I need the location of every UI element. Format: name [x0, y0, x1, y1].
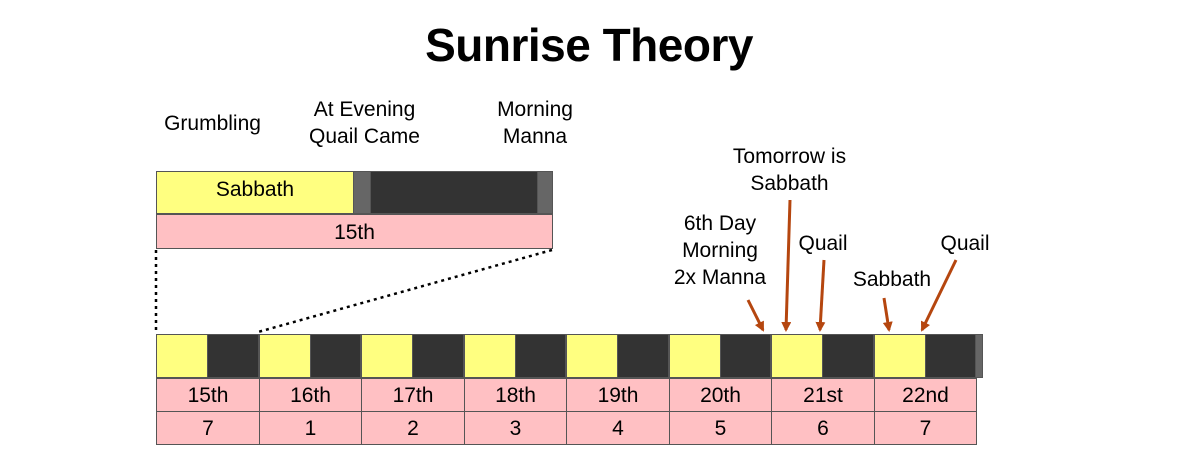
- day-block: [259, 334, 311, 378]
- day-number-cell: 7: [874, 411, 977, 445]
- zoom-day-block: [156, 171, 354, 214]
- day-block: [156, 334, 208, 378]
- night-block: [310, 334, 361, 378]
- zoom-sabbath-label: Sabbath: [215, 178, 295, 201]
- quail-label-1: Quail: [798, 232, 848, 255]
- day-block: [874, 334, 926, 378]
- night-block: [515, 334, 566, 378]
- sixth-day-label: 6th Day Morning 2x Manna: [673, 212, 767, 289]
- date-cell: 15th: [156, 378, 260, 412]
- tomorrow-sabbath-label: Tomorrow is Sabbath: [732, 145, 847, 195]
- night-block: [822, 334, 874, 378]
- date-cell: 16th: [259, 378, 362, 412]
- night-block: [617, 334, 669, 378]
- night-block: [412, 334, 464, 378]
- arrow-quail-1: [815, 259, 826, 332]
- arrow-quail-2: [920, 259, 958, 332]
- day-block: [464, 334, 516, 378]
- arrow-tomorrow-sabbath: [781, 199, 792, 332]
- grumbling-label: Grumbling: [164, 112, 261, 135]
- day-number-cell: 2: [361, 411, 465, 445]
- dawn-edge-block: [975, 334, 983, 378]
- zoom-dawn-block: [537, 171, 553, 214]
- day-block: [669, 334, 721, 378]
- arrow-group: [746, 199, 958, 332]
- night-block: [720, 334, 771, 378]
- night-block: [207, 334, 259, 378]
- zoom-night-block: [370, 171, 538, 214]
- day-number-cell: 1: [259, 411, 362, 445]
- date-cell: 19th: [566, 378, 670, 412]
- dotted-connector-right: [257, 248, 553, 334]
- at-evening-label: At Evening Quail Came: [309, 98, 420, 148]
- day-number-cell: 7: [156, 411, 260, 445]
- arrow-sixth-day: [746, 299, 765, 332]
- date-cell: 21st: [771, 378, 875, 412]
- day-number-cell: 4: [566, 411, 670, 445]
- arrow-sabbath: [882, 297, 893, 332]
- night-block: [925, 334, 976, 378]
- day-block: [771, 334, 823, 378]
- day-block: [361, 334, 413, 378]
- date-cell: 18th: [464, 378, 567, 412]
- quail-label-2: Quail: [940, 232, 990, 255]
- day-number-cell: 6: [771, 411, 875, 445]
- day-block: [566, 334, 618, 378]
- page-title: Sunrise Theory: [425, 19, 753, 71]
- date-cell: 17th: [361, 378, 465, 412]
- morning-manna-label: Morning Manna: [497, 98, 573, 148]
- day-number-cell: 5: [669, 411, 772, 445]
- sabbath-label: Sabbath: [852, 268, 932, 291]
- date-cell: 22nd: [874, 378, 977, 412]
- zoom-date-bar: 15th: [156, 214, 553, 249]
